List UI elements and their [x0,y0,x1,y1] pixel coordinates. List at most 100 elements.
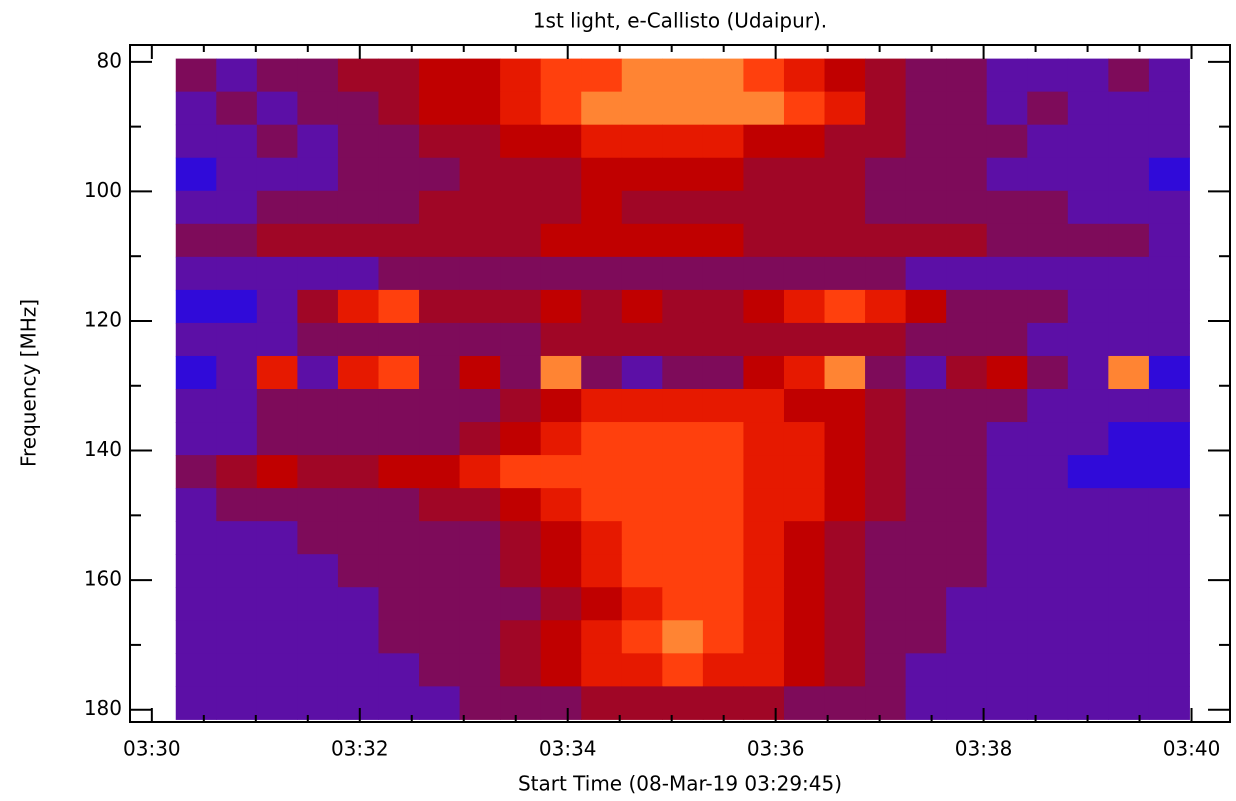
heatmap-cell [256,521,298,555]
heatmap-cell [1067,389,1109,423]
heatmap-cell [783,686,826,720]
heatmap-cell [905,355,947,390]
heatmap-cell [1108,355,1150,390]
heatmap-cell [783,587,826,621]
heatmap-cell [865,422,907,456]
heatmap-cell [175,653,217,687]
heatmap-cell [905,653,947,687]
heatmap-cell [986,289,1028,324]
heatmap-cell [500,587,542,621]
heatmap-cell [783,488,826,522]
heatmap-cell [216,190,258,225]
heatmap-cell [783,620,826,654]
heatmap-cell [256,389,298,423]
heatmap-cell [378,190,420,225]
heatmap-cell [581,124,623,159]
heatmap-cell [175,587,217,621]
heatmap-cell [824,58,866,93]
heatmap-cell [256,58,298,93]
heatmap-cell [297,157,339,192]
heatmap-cell [905,455,947,489]
heatmap-cell [905,554,947,588]
heatmap-cell [337,686,379,720]
heatmap-cell [337,289,379,324]
heatmap-cell [337,91,379,126]
heatmap-cell [1027,455,1069,489]
heatmap-cell [743,355,785,390]
heatmap-cell [297,488,339,522]
heatmap-cell [905,389,947,423]
heatmap-cell [581,223,623,258]
heatmap-cell [743,389,785,423]
heatmap-cell [337,58,379,93]
heatmap-cell [946,157,988,192]
heatmap-cell [378,521,420,555]
heatmap-cell [459,488,501,522]
heatmap-cell [1148,587,1190,621]
heatmap-cell [662,686,704,720]
heatmap-cell [581,58,623,93]
heatmap-cell [337,190,379,225]
heatmap-cell [824,488,866,522]
heatmap-cell [702,190,744,225]
heatmap-cell [1108,620,1150,654]
heatmap-cell [1067,124,1109,159]
heatmap-cell [500,422,542,456]
heatmap-cell [743,521,785,555]
heatmap-cell [621,521,663,555]
heatmap [175,58,1190,720]
heatmap-cell [1108,256,1150,291]
heatmap-cell [946,190,988,225]
x-tick-label: 03:38 [955,737,1013,761]
heatmap-cell [256,124,298,159]
heatmap-cell [986,620,1028,654]
heatmap-cell [783,389,826,423]
heatmap-cell [216,91,258,126]
heatmap-cell [540,686,582,720]
heatmap-cell [378,653,420,687]
heatmap-cell [783,124,826,159]
heatmap-cell [297,389,339,423]
heatmap-cell [1108,322,1150,357]
heatmap-cell [662,422,704,456]
heatmap-cell [905,686,947,720]
heatmap-cell [662,521,704,555]
heatmap-cell [1027,322,1069,357]
heatmap-cell [743,91,785,126]
x-tick-label: 03:34 [539,737,597,761]
heatmap-cell [540,157,582,192]
heatmap-cell [783,422,826,456]
heatmap-cell [743,455,785,489]
heatmap-cell [1027,355,1069,390]
heatmap-cell [378,587,420,621]
heatmap-cell [1067,686,1109,720]
heatmap-cell [500,91,542,126]
heatmap-cell [216,422,258,456]
heatmap-cell [540,289,582,324]
heatmap-cell [540,620,582,654]
heatmap-cell [865,256,907,291]
heatmap-cell [337,653,379,687]
heatmap-cell [419,554,461,588]
heatmap-cell [256,686,298,720]
heatmap-cell [459,322,501,357]
heatmap-cell [419,289,461,324]
heatmap-cell [216,124,258,159]
heatmap-cell [297,124,339,159]
heatmap-cell [256,223,298,258]
heatmap-cell [905,190,947,225]
heatmap-cell [581,554,623,588]
heatmap-cell [1108,223,1150,258]
y-tick-label: 100 [84,178,122,202]
x-tick-label: 03:32 [331,737,389,761]
heatmap-cell [459,554,501,588]
heatmap-cell [1148,389,1190,423]
heatmap-cell [1027,91,1069,126]
heatmap-cell [419,256,461,291]
heatmap-cell [743,223,785,258]
heatmap-cell [1027,124,1069,159]
heatmap-cell [865,190,907,225]
heatmap-cell [459,389,501,423]
heatmap-cell [986,455,1028,489]
